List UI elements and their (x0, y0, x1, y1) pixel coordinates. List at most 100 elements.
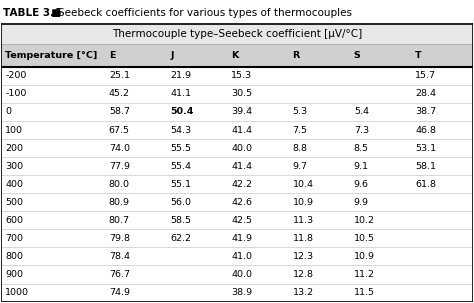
Text: 41.0: 41.0 (231, 252, 252, 261)
Text: 600: 600 (5, 216, 23, 225)
Text: 56.0: 56.0 (170, 198, 191, 207)
Text: 700: 700 (5, 234, 23, 243)
Text: 41.1: 41.1 (170, 89, 191, 98)
Text: 46.8: 46.8 (415, 125, 436, 135)
Text: 80.9: 80.9 (109, 198, 130, 207)
Bar (1, 211, 473, 229)
Text: S: S (354, 51, 361, 60)
Text: 42.2: 42.2 (231, 180, 252, 189)
Text: R: R (292, 51, 300, 60)
Text: ■: ■ (48, 8, 64, 18)
Text: 25.1: 25.1 (109, 72, 130, 80)
Text: 76.7: 76.7 (109, 270, 130, 279)
Text: 21.9: 21.9 (170, 72, 191, 80)
Text: 38.7: 38.7 (415, 108, 436, 116)
Text: 61.8: 61.8 (415, 180, 436, 189)
Text: 78.4: 78.4 (109, 252, 130, 261)
Text: 30.5: 30.5 (231, 89, 253, 98)
Text: 10.4: 10.4 (292, 180, 314, 189)
Bar (1, 248, 473, 265)
Bar (1, 44, 473, 67)
Text: 42.5: 42.5 (231, 216, 252, 225)
Text: 10.9: 10.9 (354, 252, 375, 261)
Text: 40.0: 40.0 (231, 270, 252, 279)
Text: 15.7: 15.7 (415, 72, 436, 80)
Text: 42.6: 42.6 (231, 198, 252, 207)
Text: 8.5: 8.5 (354, 144, 369, 153)
Text: 54.3: 54.3 (170, 125, 191, 135)
Text: 40.0: 40.0 (231, 144, 252, 153)
Text: 8.8: 8.8 (292, 144, 308, 153)
Text: Seebeck coefficients for various types of thermocouples: Seebeck coefficients for various types o… (58, 8, 352, 18)
Text: 55.1: 55.1 (170, 180, 191, 189)
Text: 41.4: 41.4 (231, 162, 252, 171)
Text: -200: -200 (5, 72, 27, 80)
Text: 55.4: 55.4 (170, 162, 191, 171)
Bar (1, 157, 473, 175)
Text: 79.8: 79.8 (109, 234, 130, 243)
Text: 53.1: 53.1 (415, 144, 436, 153)
Text: 9.9: 9.9 (354, 198, 369, 207)
Text: 45.2: 45.2 (109, 89, 130, 98)
Text: 9.1: 9.1 (354, 162, 369, 171)
Text: 10.5: 10.5 (354, 234, 375, 243)
Text: 7.3: 7.3 (354, 125, 369, 135)
Text: 9.6: 9.6 (354, 180, 369, 189)
Text: 38.9: 38.9 (231, 288, 253, 297)
Text: 12.8: 12.8 (292, 270, 314, 279)
Text: 41.4: 41.4 (231, 125, 252, 135)
Text: 10.2: 10.2 (354, 216, 375, 225)
Text: 300: 300 (5, 162, 23, 171)
Text: 58.1: 58.1 (415, 162, 436, 171)
Text: 41.9: 41.9 (231, 234, 252, 243)
Bar (1, 85, 473, 103)
Text: J: J (170, 51, 173, 60)
Text: 58.7: 58.7 (109, 108, 130, 116)
Text: 13.2: 13.2 (292, 288, 314, 297)
Text: 77.9: 77.9 (109, 162, 130, 171)
Bar (1, 193, 473, 211)
Text: 74.0: 74.0 (109, 144, 130, 153)
Text: 5.3: 5.3 (292, 108, 308, 116)
Text: 12.3: 12.3 (292, 252, 314, 261)
Text: -100: -100 (5, 89, 27, 98)
Text: 62.2: 62.2 (170, 234, 191, 243)
Text: 500: 500 (5, 198, 23, 207)
Bar (1, 139, 473, 157)
Text: 74.9: 74.9 (109, 288, 130, 297)
Text: 11.8: 11.8 (292, 234, 314, 243)
Bar (1, 175, 473, 193)
Text: 10.9: 10.9 (292, 198, 314, 207)
Text: 400: 400 (5, 180, 23, 189)
Text: Thermocouple type–Seebeck coefficient [μV/°C]: Thermocouple type–Seebeck coefficient [μ… (112, 29, 362, 39)
Text: 5.4: 5.4 (354, 108, 369, 116)
Text: TABLE 3.6: TABLE 3.6 (3, 8, 62, 18)
Text: 67.5: 67.5 (109, 125, 130, 135)
Text: K: K (231, 51, 238, 60)
Text: 900: 900 (5, 270, 23, 279)
Text: T: T (415, 51, 422, 60)
Text: 39.4: 39.4 (231, 108, 253, 116)
Text: Temperature [°C]: Temperature [°C] (5, 51, 98, 60)
Bar (1, 229, 473, 248)
Bar (1, 24, 473, 44)
Text: 15.3: 15.3 (231, 72, 253, 80)
Text: 100: 100 (5, 125, 23, 135)
Text: 50.4: 50.4 (170, 108, 193, 116)
Bar (1, 67, 473, 85)
Text: 1000: 1000 (5, 288, 29, 297)
Bar (1, 284, 473, 301)
Text: 9.7: 9.7 (292, 162, 308, 171)
Bar (1, 2, 473, 24)
Text: 28.4: 28.4 (415, 89, 436, 98)
Text: 55.5: 55.5 (170, 144, 191, 153)
Text: 11.5: 11.5 (354, 288, 375, 297)
Text: 11.3: 11.3 (292, 216, 314, 225)
Text: 200: 200 (5, 144, 23, 153)
Text: 7.5: 7.5 (292, 125, 308, 135)
Text: 58.5: 58.5 (170, 216, 191, 225)
Text: 80.0: 80.0 (109, 180, 130, 189)
Bar (1, 121, 473, 139)
Bar (1, 103, 473, 121)
Bar (1, 265, 473, 284)
